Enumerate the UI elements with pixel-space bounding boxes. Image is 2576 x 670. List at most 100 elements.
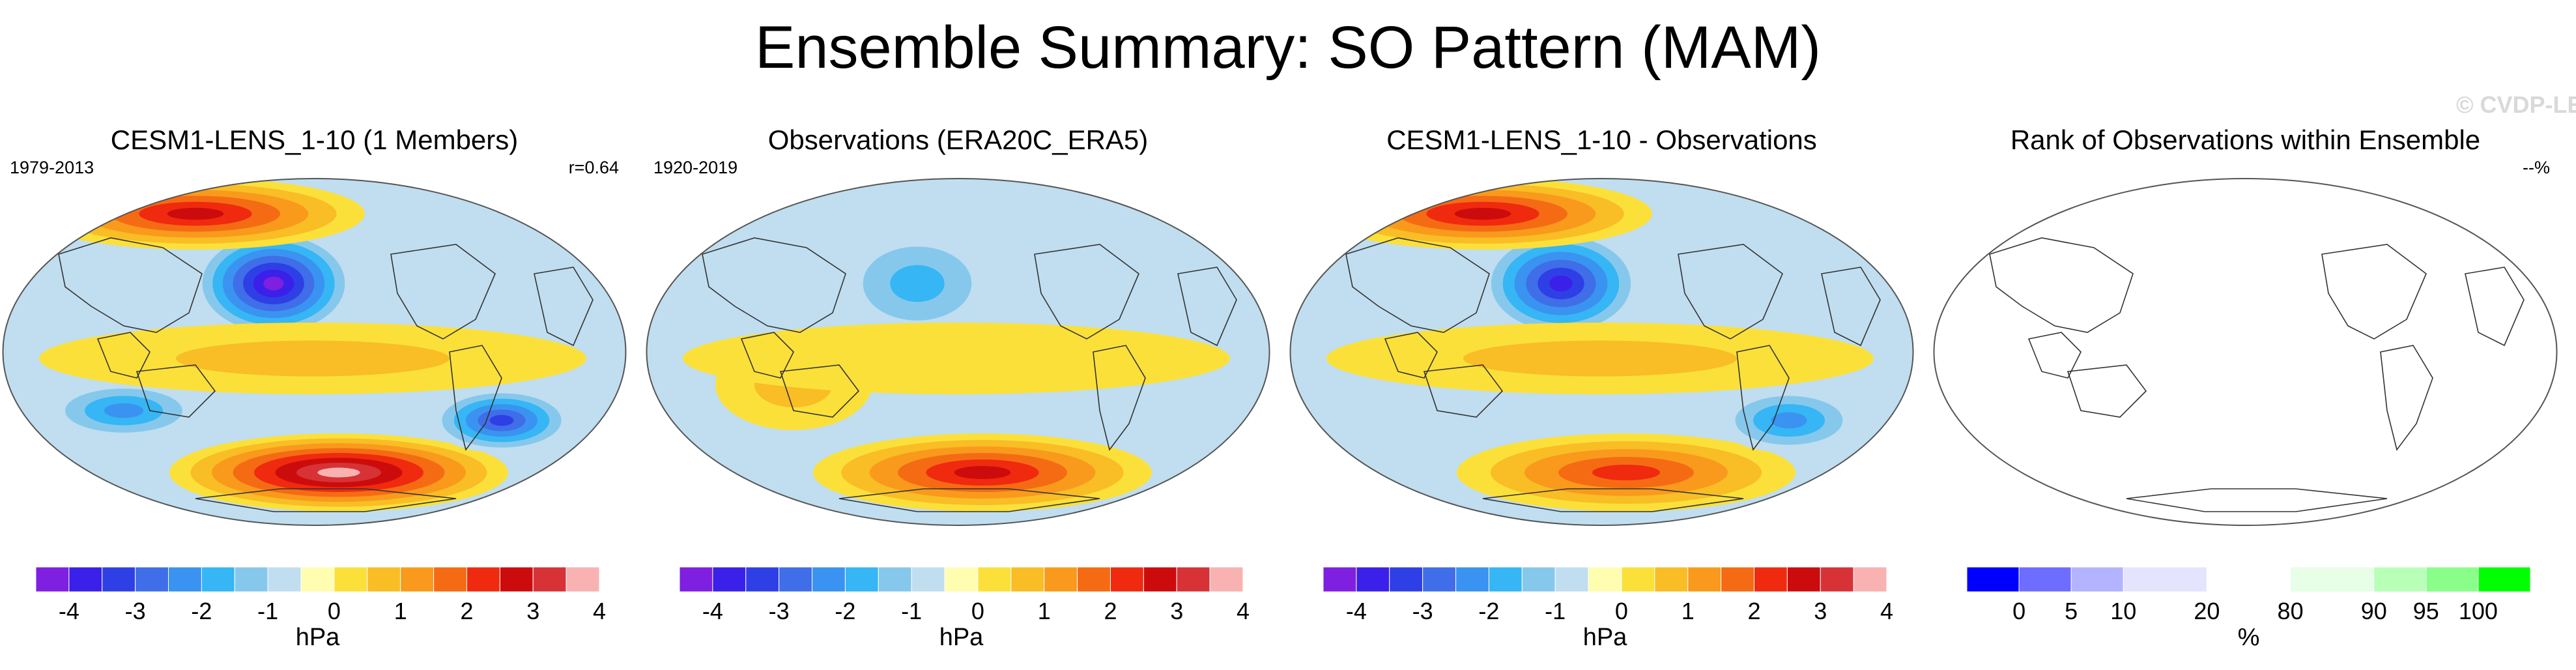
colorbar-swatch <box>1323 567 1357 592</box>
colorbar-swatch <box>1143 567 1177 592</box>
colorbar-swatch <box>944 567 979 592</box>
correlation-label: r=0.64 <box>568 158 619 177</box>
colorbar-unit-label: hPa <box>296 624 340 651</box>
colorbar-tick-label: -2 <box>191 598 212 624</box>
colorbar-tick-label: -3 <box>769 598 790 624</box>
coastline <box>390 244 496 340</box>
coastline <box>740 332 794 379</box>
colorbar-swatch <box>1721 567 1754 592</box>
colorbar-swatch <box>1010 567 1045 592</box>
colorbar-swatch <box>679 567 713 592</box>
colorbar-swatch <box>878 567 912 592</box>
period-label: 1979-2013 <box>10 158 94 177</box>
panel-difference: CESM1-LENS_1-10 - Observations -4 -3 -2 -1 0… <box>1287 117 1916 665</box>
coastline <box>2321 244 2427 340</box>
colorbar: 0 5 10 20 80 90 95 100% <box>1966 567 2531 651</box>
colorbar-swatch <box>2426 567 2479 592</box>
colorbar-tick-label: 95 <box>2413 598 2439 624</box>
tropical-band-contour <box>1463 340 1737 377</box>
colorbar-swatch <box>1109 567 1144 592</box>
coastline <box>96 332 150 379</box>
coastline <box>838 488 1100 512</box>
southern-ocean-high-contour <box>954 466 1011 479</box>
rank-percent-label: --% <box>2523 158 2550 177</box>
colorbar-swatch <box>1356 567 1390 592</box>
panel-model: CESM1-LENS_1-10 (1 Members) 1979-2013 r=… <box>0 117 629 665</box>
colorbar-swatch <box>2290 567 2375 592</box>
colorbar-swatch <box>2018 567 2072 592</box>
colorbar-tick-label: -1 <box>901 598 922 624</box>
colorbar-swatch <box>1044 567 1078 592</box>
coastline <box>1678 244 1783 340</box>
colorbar-tick-label: 90 <box>2361 598 2387 624</box>
colorbar-swatch <box>2123 567 2207 592</box>
coastline <box>449 345 502 451</box>
arctic-high-contour <box>167 207 224 220</box>
figure-title: Ensemble Summary: SO Pattern (MAM) <box>755 14 1821 81</box>
indian-ocean-low-contour <box>104 403 143 418</box>
coastline <box>195 488 457 512</box>
colorbar-tick-label: -4 <box>59 598 79 624</box>
coastline <box>58 237 203 333</box>
colorbar-swatch <box>135 567 169 592</box>
colorbar-tick-label: 0 <box>2012 598 2025 624</box>
colorbar-tick-label: 1 <box>1682 598 1695 624</box>
tropical-band-contour <box>683 323 1230 394</box>
colorbar-swatch <box>1853 567 1887 592</box>
south-pacific-low-contour <box>489 415 514 426</box>
arctic-high-contour <box>1454 207 1511 220</box>
colorbar-swatch <box>1786 567 1821 592</box>
colorbar-swatch <box>812 567 846 592</box>
colorbar-swatch <box>1422 567 1457 592</box>
colorbar-swatch <box>433 567 467 592</box>
colorbar-swatch <box>745 567 780 592</box>
map-border <box>646 178 1270 526</box>
coastline <box>1384 332 1438 379</box>
coastline <box>1482 488 1744 512</box>
southern-ocean-high-contour <box>1592 465 1660 480</box>
north-pacific-low-contour <box>1549 275 1573 292</box>
colorbar-tick-label: -3 <box>125 598 146 624</box>
colorbar-tick-label: 5 <box>2065 598 2078 624</box>
colorbar-swatch <box>1621 567 1655 592</box>
panel-observations: Observations (ERA20C_ERA5) 1920-2019 -4-… <box>644 117 1272 665</box>
colorbar-tick-label: 20 <box>2194 598 2220 624</box>
colorbar-swatch <box>201 567 235 592</box>
colorbar-swatch <box>35 567 70 592</box>
pattern-map <box>1289 178 1914 526</box>
colorbar-swatch <box>1753 567 1788 592</box>
colorbar-swatch <box>1209 567 1244 592</box>
colorbar-tick-label: 3 <box>526 598 539 624</box>
rank-map <box>1933 178 2558 526</box>
colorbar-swatch <box>102 567 136 592</box>
colorbar-tick-label: 2 <box>460 598 473 624</box>
colorbar-tick-label: -1 <box>257 598 278 624</box>
colorbar-tick-label: 1 <box>1038 598 1051 624</box>
colorbar-tick-label: 2 <box>1747 598 1760 624</box>
coastline <box>1423 364 1504 418</box>
coastline <box>136 364 216 418</box>
colorbar-swatch <box>300 567 335 592</box>
coastline <box>1345 237 1490 333</box>
map-border <box>1933 178 2558 526</box>
colorbar-tick-label: 3 <box>1170 598 1183 624</box>
colorbar-swatch <box>267 567 302 592</box>
colorbar-tick-label: 4 <box>593 598 606 624</box>
panel-title: CESM1-LENS_1-10 (1 Members) <box>110 124 519 155</box>
colorbar-swatch <box>168 567 202 592</box>
coastline <box>2465 267 2525 347</box>
colorbar-swatch <box>2373 567 2427 592</box>
coastline <box>1093 345 1146 451</box>
colorbar-swatch <box>400 567 435 592</box>
coastline <box>2067 364 2147 418</box>
watermark: © CVDP-LE <box>2456 91 2576 118</box>
colorbar-swatch <box>779 567 813 592</box>
colorbar-swatch <box>1455 567 1489 592</box>
colorbar-tick-label: 10 <box>2110 598 2136 624</box>
colorbar-tick-label: -4 <box>702 598 723 624</box>
colorbar-tick-label: -1 <box>1545 598 1566 624</box>
colorbar-swatch <box>1687 567 1722 592</box>
colorbar-tick-label: 0 <box>1615 598 1628 624</box>
colorbar-swatch <box>1077 567 1111 592</box>
colorbar-swatch <box>532 567 567 592</box>
